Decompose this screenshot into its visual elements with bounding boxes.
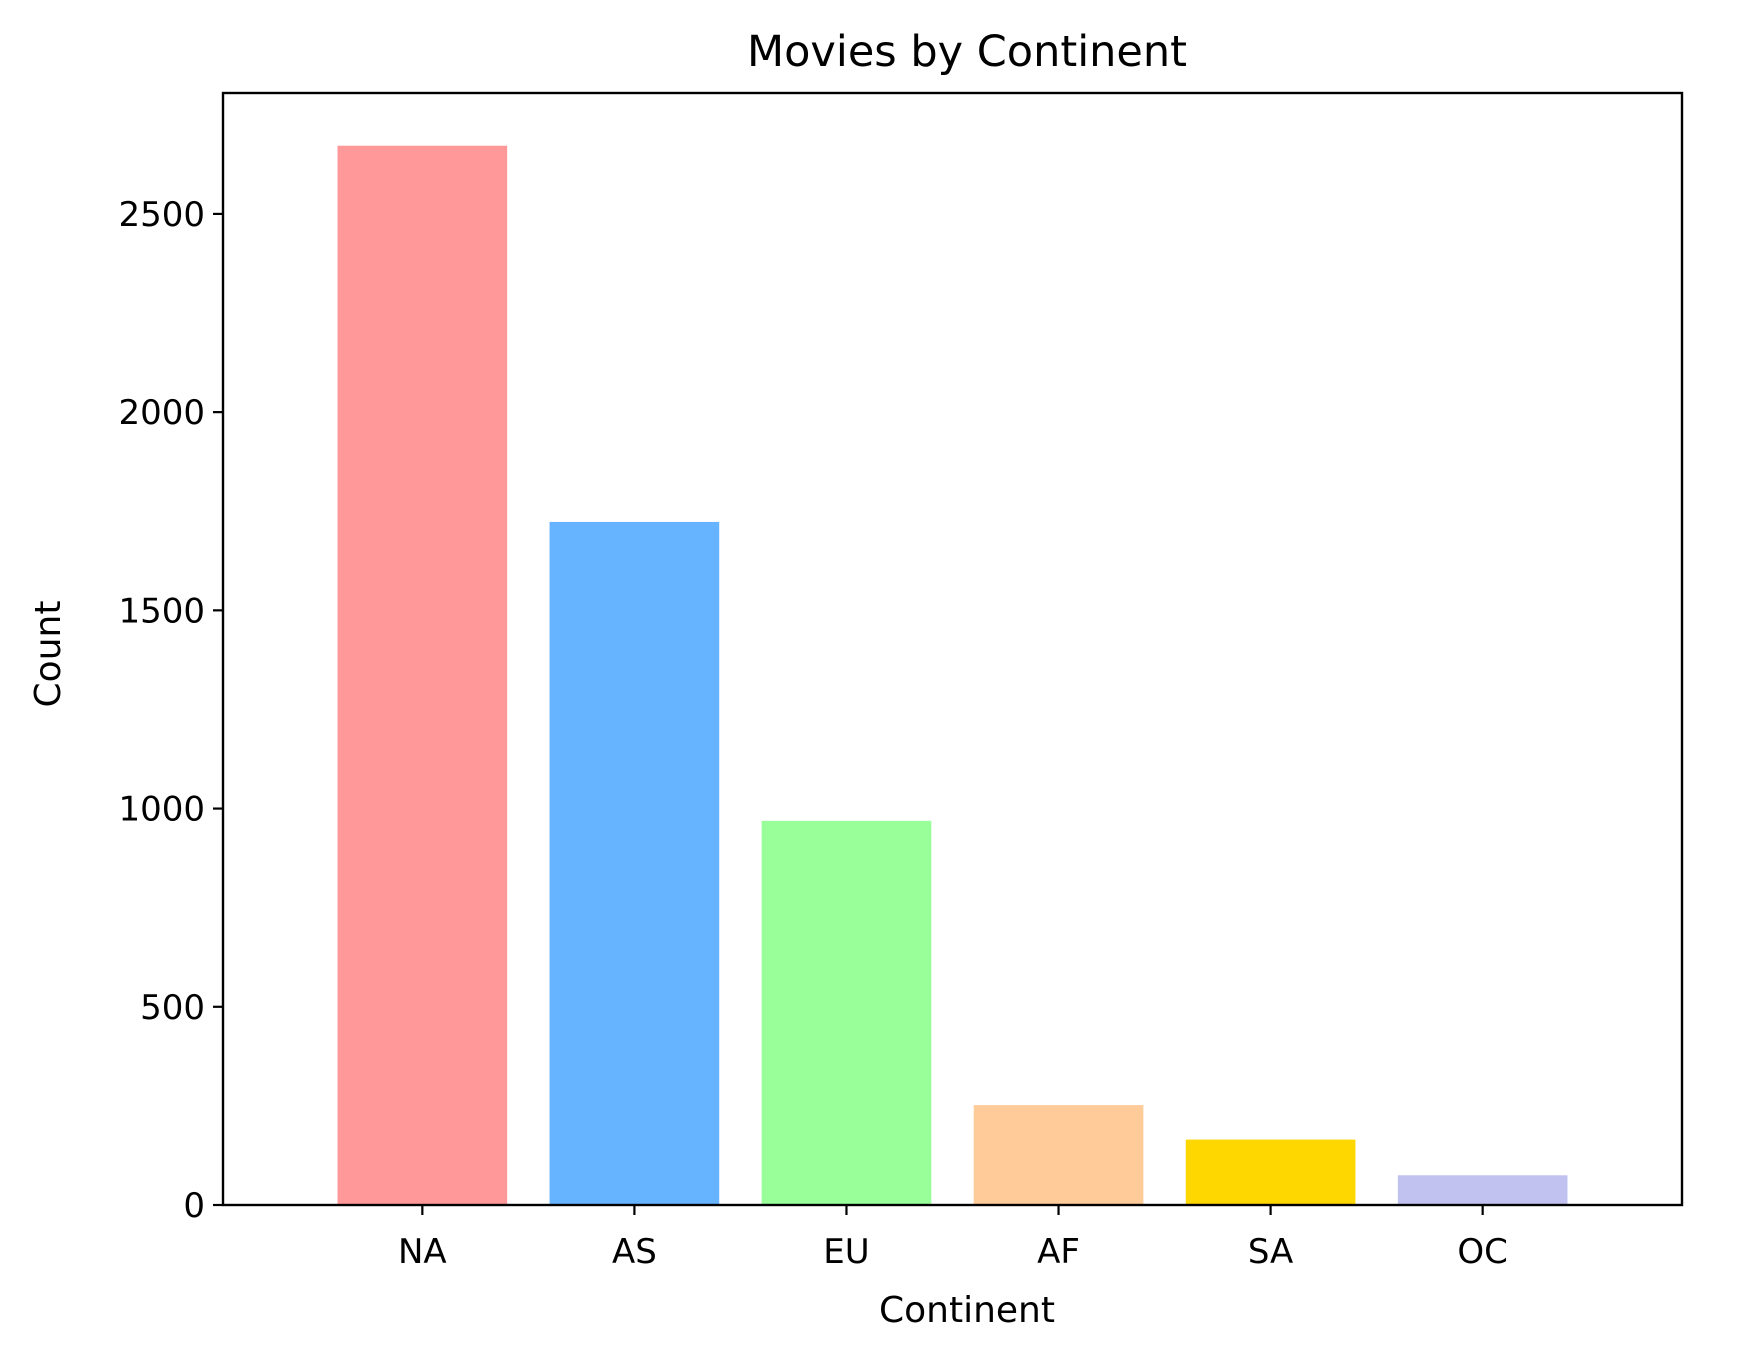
bar-oc — [1397, 1175, 1568, 1205]
x-tick-label-na: NA — [398, 1232, 447, 1272]
chart-title: Movies by Continent — [747, 27, 1187, 77]
y-tick-label: 0 — [183, 1186, 205, 1226]
plot-area-frame — [221, 91, 1684, 1207]
y-axis-label: Count — [28, 601, 69, 708]
bar-eu — [761, 820, 932, 1205]
bar-na — [337, 145, 508, 1206]
x-axis-label: Continent — [879, 1290, 1055, 1331]
x-tick-label-as: AS — [612, 1232, 657, 1272]
y-tick-label: 2000 — [118, 393, 205, 433]
bar-af — [973, 1105, 1144, 1205]
x-ticks-group: NA AS EU AF SA OC — [398, 1205, 1508, 1272]
bar-as — [549, 521, 720, 1205]
y-tick-label: 500 — [140, 988, 205, 1028]
y-ticks-group: 0 500 1000 1500 2000 2500 — [118, 195, 223, 1226]
y-tick-label: 2500 — [118, 195, 205, 235]
x-tick-label-eu: EU — [823, 1232, 869, 1272]
bar-sa — [1185, 1139, 1356, 1205]
x-tick-label-sa: SA — [1248, 1232, 1293, 1272]
bars-group — [337, 145, 1568, 1206]
x-tick-label-oc: OC — [1457, 1232, 1508, 1272]
y-tick-label: 1500 — [118, 591, 205, 631]
y-tick-label: 1000 — [118, 790, 205, 830]
x-tick-label-af: AF — [1037, 1232, 1080, 1272]
